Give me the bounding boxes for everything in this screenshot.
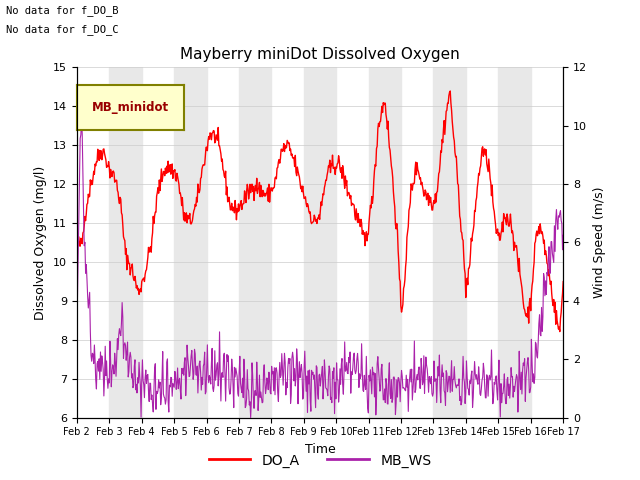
Bar [239,67,271,418]
Bar [499,67,531,418]
Title: Mayberry miniDot Dissolved Oxygen: Mayberry miniDot Dissolved Oxygen [180,47,460,62]
Bar [563,67,596,418]
Bar [433,67,466,418]
Text: No data for f_DO_C: No data for f_DO_C [6,24,119,35]
Legend: DO_A, MB_WS: DO_A, MB_WS [203,448,437,473]
Bar [304,67,336,418]
X-axis label: Time: Time [305,443,335,456]
Bar [174,67,207,418]
Text: No data for f_DO_B: No data for f_DO_B [6,5,119,16]
Bar [369,67,401,418]
Y-axis label: Wind Speed (m/s): Wind Speed (m/s) [593,187,605,298]
Y-axis label: Dissolved Oxygen (mg/l): Dissolved Oxygen (mg/l) [35,165,47,320]
Bar [109,67,141,418]
